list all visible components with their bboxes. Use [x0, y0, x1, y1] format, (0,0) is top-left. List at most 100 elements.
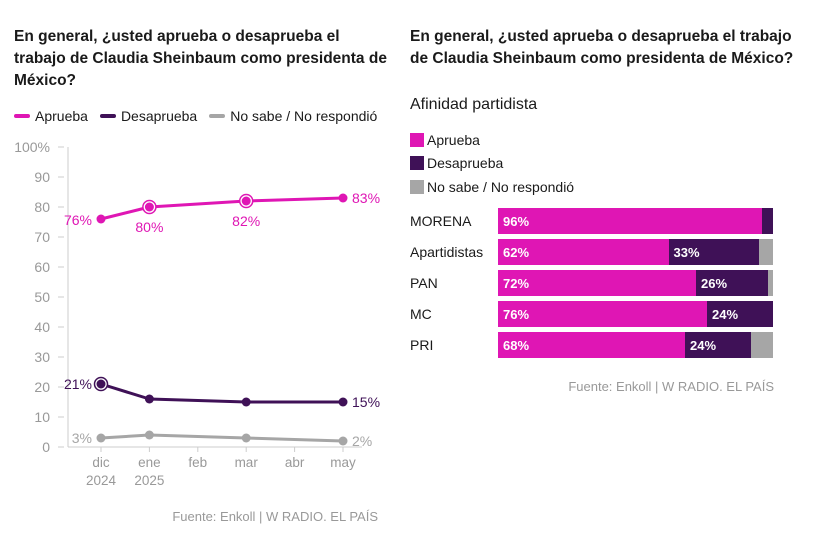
- y-tick-label: 50: [34, 289, 50, 305]
- series-line-aprueba: [99, 196, 345, 221]
- series-point-aprueba: [96, 214, 106, 224]
- data-label-nosabe: 2%: [352, 433, 372, 449]
- y-tick-label: 40: [34, 319, 50, 335]
- bar-segment-desaprueba: 24%: [685, 332, 751, 358]
- legend-label-aprueba: Aprueba: [427, 131, 480, 148]
- series-point-nosabe: [96, 433, 106, 443]
- line-chart-title: En general, ¿usted aprueba o desaprueba …: [14, 28, 387, 89]
- data-label-aprueba: 76%: [64, 212, 92, 228]
- series-line-desaprueba: [99, 382, 345, 404]
- series-point-aprueba: [338, 193, 348, 203]
- x-tick-label: mar: [235, 455, 259, 470]
- series-point-desaprueba: [241, 397, 251, 407]
- bar-value-label: 24%: [690, 337, 717, 353]
- y-tick-label: 90: [34, 169, 50, 185]
- legend-item-desaprueba: Desaprueba: [99, 108, 198, 124]
- legend-swatch-desaprueba: [99, 114, 116, 118]
- bar-row: PAN 72% 26%: [410, 270, 775, 296]
- x-tick-label-year: 2025: [134, 473, 164, 488]
- bar-value-label: 72%: [503, 275, 530, 291]
- x-tick-label: feb: [188, 455, 207, 470]
- bar-segment-nosabe: [751, 332, 773, 358]
- bar-chart-panel: En general, ¿usted aprueba o desaprueba …: [400, 0, 814, 534]
- bar-category-label: PRI: [410, 337, 434, 353]
- legend-label-nosabe: No sabe / No respondió: [427, 178, 575, 195]
- x-tick-label: dic: [92, 455, 110, 470]
- bar-row: MORENA 96%: [410, 208, 775, 234]
- x-tick-label: ene: [138, 455, 161, 470]
- series-line-nosabe: [99, 433, 345, 443]
- legend-swatch-nosabe: [410, 179, 424, 194]
- bar-track: 68% 24%: [498, 332, 773, 358]
- bar-value-label: 68%: [503, 337, 530, 353]
- x-tick-label: may: [330, 455, 356, 470]
- data-label-aprueba: 82%: [232, 213, 260, 229]
- bar-segment-aprueba: 76%: [498, 301, 707, 327]
- bar-track: 72% 26%: [498, 270, 773, 296]
- legend-swatch-aprueba: [14, 114, 30, 118]
- legend-item-aprueba: Aprueba: [14, 108, 88, 124]
- line-chart: 0 10 20 30 40 50 60 70 80 90 100% dic 2024 ene 2025 feb…: [14, 139, 380, 488]
- bar-row: MC 76% 24%: [410, 301, 775, 327]
- legend-label-nosabe: No sabe / No respondió: [230, 108, 378, 124]
- legend-label-aprueba: Aprueba: [35, 108, 88, 124]
- bar-segment-aprueba: 72%: [498, 270, 696, 296]
- line-chart-panel: En general, ¿usted aprueba o desaprueba …: [0, 0, 400, 534]
- bar-segment-desaprueba: 24%: [707, 301, 773, 327]
- bar-category-label: MC: [410, 306, 432, 322]
- legend-item-nosabe: No sabe / No respondió: [209, 108, 377, 124]
- x-tick-label-year: 2024: [86, 473, 117, 488]
- bar-chart-subtitle: Afinidad partidista: [410, 96, 538, 113]
- bar-chart-source: Fuente: Enkoll | W RADIO. EL PAÍS: [568, 379, 774, 394]
- bar-track: 96%: [498, 208, 773, 234]
- legend-item-aprueba: Aprueba: [410, 128, 574, 152]
- bar-row: PRI 68% 24%: [410, 332, 775, 358]
- legend-swatch-nosabe: [209, 114, 226, 118]
- bar-segment-nosabe: [759, 239, 773, 265]
- y-tick-label: 30: [34, 349, 50, 365]
- series-marker-desaprueba: [96, 379, 106, 389]
- legend-label-desaprueba: Desaprueba: [120, 108, 198, 124]
- series-marker-aprueba: [241, 196, 251, 206]
- bar-value-label: 96%: [503, 213, 530, 229]
- line-chart-source: Fuente: Enkoll | W RADIO. EL PAÍS: [172, 509, 378, 524]
- bar-segment-aprueba: 68%: [498, 332, 685, 358]
- line-chart-legend: Aprueba Desaprueba No sabe / No respondi…: [14, 108, 389, 124]
- series-point-nosabe: [338, 436, 348, 446]
- x-tick-label: abr: [285, 455, 305, 470]
- legend-swatch-aprueba: [410, 132, 424, 147]
- bar-value-label: 33%: [673, 244, 700, 260]
- bar-category-label: Apartidistas: [410, 244, 484, 260]
- data-label-desaprueba: 21%: [64, 376, 92, 392]
- bar-value-label: 26%: [701, 275, 728, 291]
- y-tick-label: 20: [34, 379, 50, 395]
- bar-track: 76% 24%: [498, 301, 773, 327]
- series-marker-aprueba: [144, 202, 154, 212]
- series-point-desaprueba: [338, 397, 348, 407]
- y-tick-label: 80: [34, 199, 50, 215]
- y-tick-label: 100%: [14, 139, 50, 155]
- data-label-aprueba: 80%: [135, 219, 163, 235]
- bar-segment-nosabe: [767, 270, 773, 296]
- series-point-nosabe: [241, 433, 251, 443]
- bar-category-label: MORENA: [410, 213, 472, 229]
- legend-item-desaprueba: Desaprueba: [410, 152, 574, 176]
- series-point-desaprueba: [144, 394, 154, 404]
- data-label-desaprueba: 15%: [352, 394, 380, 410]
- y-tick-label: 70: [34, 229, 50, 245]
- data-label-aprueba: 83%: [352, 190, 380, 206]
- bar-segment-desaprueba: 26%: [696, 270, 768, 296]
- y-tick-label: 60: [34, 259, 50, 275]
- data-label-nosabe: 3%: [72, 430, 92, 446]
- series-point-nosabe: [144, 430, 154, 440]
- legend-item-nosabe: No sabe / No respondió: [410, 175, 574, 199]
- bar-track: 62% 33%: [498, 239, 773, 265]
- bar-segment-aprueba: 96%: [498, 208, 762, 234]
- bar-segment-aprueba: 62%: [498, 239, 669, 265]
- legend-swatch-desaprueba: [410, 156, 424, 171]
- bar-value-label: 24%: [712, 306, 739, 322]
- bar-value-label: 62%: [503, 244, 530, 260]
- bar-category-label: PAN: [410, 275, 438, 291]
- bar-chart-legend: Aprueba Desaprueba No sabe / No respondi…: [410, 128, 574, 199]
- legend-label-desaprueba: Desaprueba: [427, 155, 504, 172]
